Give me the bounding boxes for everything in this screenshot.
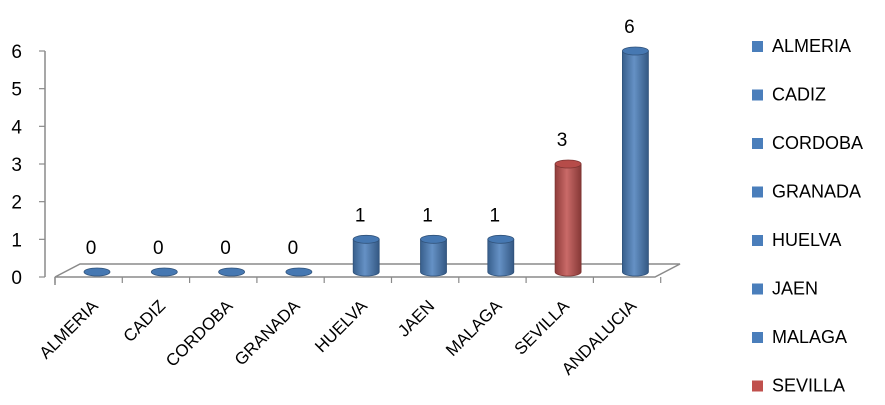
legend: ALMERIA CADIZ CORDOBA GRANADA HUELVA JAEN MALA… bbox=[752, 36, 863, 396]
y-tick-label: 6 bbox=[11, 42, 22, 63]
legend-label: HUELVA bbox=[772, 230, 841, 250]
y-tick-label: 5 bbox=[11, 80, 22, 101]
data-label: 1 bbox=[422, 205, 433, 226]
data-label: 0 bbox=[288, 238, 299, 259]
x-tick-label: JAEN bbox=[394, 296, 438, 340]
legend-entry: CORDOBA bbox=[752, 133, 863, 153]
legend-swatch bbox=[752, 332, 763, 343]
bar-almeria bbox=[83, 267, 111, 277]
data-label: 1 bbox=[490, 205, 501, 226]
legend-label: GRANADA bbox=[772, 182, 861, 202]
bar-top bbox=[218, 267, 246, 277]
bar-granada bbox=[285, 267, 313, 277]
bar-jaen bbox=[420, 234, 447, 277]
y-axis: 0 1 2 3 4 5 6 bbox=[11, 42, 46, 289]
bar-huelva bbox=[352, 234, 380, 277]
bar-top bbox=[285, 267, 313, 277]
legend-entry: MALAGA bbox=[752, 327, 847, 347]
legend-swatch bbox=[752, 89, 763, 101]
bar-sevilla bbox=[554, 159, 582, 277]
x-tick-label: SEVILLA bbox=[511, 296, 574, 359]
legend-entry: GRANADA bbox=[752, 182, 861, 202]
data-labels: 0 0 0 0 1 1 1 3 6 bbox=[86, 17, 635, 259]
bar-body bbox=[352, 238, 380, 277]
bar-body bbox=[622, 50, 649, 277]
data-label: 3 bbox=[557, 130, 568, 151]
legend-label: MALAGA bbox=[772, 327, 847, 347]
data-label: 0 bbox=[153, 238, 164, 259]
legend-label: CORDOBA bbox=[772, 133, 863, 153]
bar-cadiz bbox=[150, 267, 178, 277]
y-tick-label: 4 bbox=[11, 117, 22, 138]
bar-top bbox=[622, 46, 649, 56]
data-label: 0 bbox=[86, 238, 97, 259]
legend-label: ALMERIA bbox=[772, 36, 851, 56]
legend-swatch bbox=[752, 283, 763, 295]
legend-swatch bbox=[752, 41, 763, 52]
legend-entry: JAEN bbox=[752, 279, 818, 299]
legend-entry: ALMERIA bbox=[752, 36, 851, 56]
legend-swatch bbox=[752, 186, 763, 198]
data-label: 0 bbox=[220, 238, 231, 259]
bar-body bbox=[420, 238, 447, 277]
legend-label: SEVILLA bbox=[772, 376, 845, 396]
x-tick-label: GRANADA bbox=[231, 296, 304, 369]
bar-top bbox=[487, 234, 515, 244]
x-tick-label: HUELVA bbox=[311, 296, 371, 356]
x-tick-label: ALMERIA bbox=[36, 296, 103, 363]
x-tick-label: CORDOBA bbox=[162, 296, 237, 371]
bar-top bbox=[352, 234, 380, 244]
bar-top bbox=[83, 267, 111, 277]
x-tick-label: CADIZ bbox=[120, 296, 169, 345]
bar-malaga bbox=[487, 234, 515, 277]
bars bbox=[83, 46, 649, 277]
legend-swatch bbox=[752, 380, 763, 392]
bar-top bbox=[150, 267, 178, 277]
legend-entry: SEVILLA bbox=[752, 376, 845, 396]
y-tick-label: 2 bbox=[11, 193, 22, 214]
bar-top bbox=[420, 234, 447, 244]
legend-label: JAEN bbox=[772, 279, 818, 299]
bar-body bbox=[487, 238, 515, 277]
legend-label: CADIZ bbox=[772, 85, 826, 105]
legend-entry: HUELVA bbox=[752, 230, 841, 250]
bar-body bbox=[554, 163, 582, 277]
bar-top bbox=[554, 159, 582, 169]
y-tick-label: 3 bbox=[11, 155, 22, 176]
legend-entry: CADIZ bbox=[752, 85, 826, 105]
bar-cordoba bbox=[218, 267, 246, 277]
data-label: 6 bbox=[624, 17, 635, 38]
x-tick-label: MALAGA bbox=[442, 296, 506, 360]
legend-swatch bbox=[752, 138, 763, 149]
data-label: 1 bbox=[355, 205, 366, 226]
legend-swatch bbox=[752, 235, 763, 246]
bar-andalucia bbox=[622, 46, 649, 277]
y-tick-label: 0 bbox=[11, 268, 22, 289]
y-tick-label: 1 bbox=[11, 230, 22, 251]
